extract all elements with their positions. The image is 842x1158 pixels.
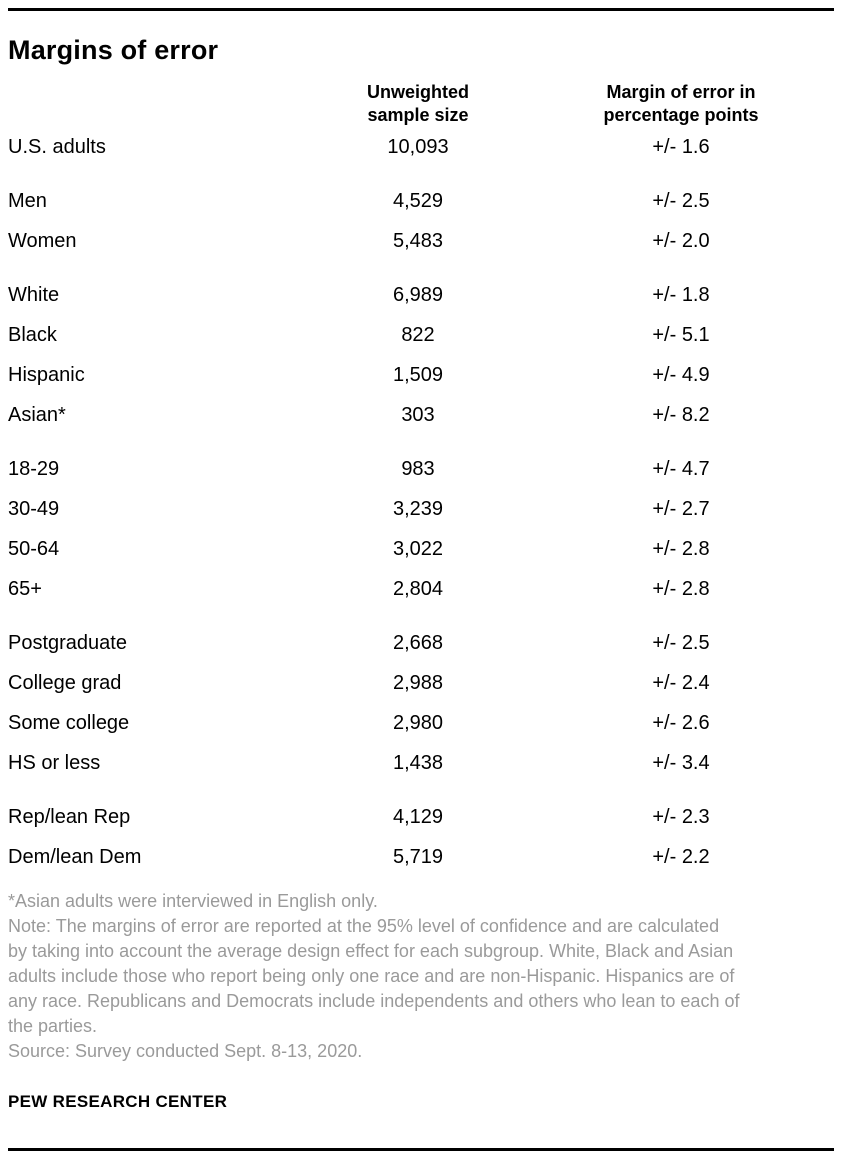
row-label: Women: [8, 229, 77, 252]
notes-block: *Asian adults were interviewed in Englis…: [8, 889, 834, 1064]
asterisk-footnote: *Asian adults were interviewed in Englis…: [8, 891, 378, 911]
margin-of-error-value: +/- 2.8: [652, 577, 710, 600]
sample-size-value: 5,719: [392, 845, 444, 868]
note-line: any race. Republicans and Democrats incl…: [8, 991, 740, 1011]
table-row: Hispanic 1,509 +/- 4.9: [8, 355, 834, 395]
table-row: Men 4,529 +/- 2.5: [8, 181, 834, 221]
sample-size-value: 10,093: [387, 135, 449, 158]
row-label: U.S. adults: [8, 135, 106, 158]
note-line: adults include those who report being on…: [8, 966, 735, 986]
table-row: 65+ 2,804 +/- 2.8: [8, 569, 834, 609]
margin-of-error-value: +/- 2.5: [652, 631, 710, 654]
sample-size-value: 2,980: [392, 711, 444, 734]
sample-size-value: 1,438: [392, 751, 444, 774]
table-row: Postgraduate 2,668 +/- 2.5: [8, 623, 834, 663]
row-label: College grad: [8, 671, 122, 694]
sample-size-value: 822: [401, 323, 435, 346]
page-title: Margins of error: [8, 35, 219, 65]
row-label: Black: [8, 323, 57, 346]
margin-of-error-value: +/- 1.6: [652, 135, 710, 158]
row-label: Dem/lean Dem: [8, 845, 142, 868]
row-label: Rep/lean Rep: [8, 805, 131, 828]
row-label: 30-49: [8, 497, 60, 520]
table-body: U.S. adults 10,093 +/- 1.6 Men 4,529 +/- 2.5 W…: [8, 127, 834, 877]
sample-size-value: 1,509: [392, 363, 444, 386]
margin-of-error-value: +/- 2.7: [652, 497, 710, 520]
table-row: 50-64 3,022 +/- 2.8: [8, 529, 834, 569]
column-header-margin-of-error: Margin of error in percentage points: [528, 81, 834, 127]
sample-size-value: 5,483: [392, 229, 444, 252]
table-row: 18-29 983 +/- 4.7: [8, 449, 834, 489]
margin-of-error-value: +/- 4.7: [652, 457, 710, 480]
table-row: Rep/lean Rep 4,129 +/- 2.3: [8, 797, 834, 837]
column-header-sample-size-label: Unweighted sample size: [367, 82, 469, 125]
table-row: U.S. adults 10,093 +/- 1.6: [8, 127, 834, 167]
table-header-row: Unweighted sample size Margin of error i…: [8, 81, 834, 127]
row-label: Asian*: [8, 403, 66, 426]
column-header-margin-of-error-label: Margin of error in percentage points: [603, 82, 759, 125]
row-label: White: [8, 283, 60, 306]
table-row: HS or less 1,438 +/- 3.4: [8, 743, 834, 783]
margin-of-error-value: +/- 2.2: [652, 845, 710, 868]
bottom-rule: [8, 1148, 834, 1151]
table-group: 18-29 983 +/- 4.7 30-49 3,239 +/- 2.7 50-64 3,0…: [8, 449, 834, 609]
row-label: 18-29: [8, 457, 60, 480]
margin-of-error-value: +/- 2.6: [652, 711, 710, 734]
footer-brand: PEW RESEARCH CENTER: [8, 1092, 228, 1111]
table-group: Men 4,529 +/- 2.5 Women 5,483 +/- 2.0: [8, 181, 834, 261]
margin-of-error-value: +/- 2.5: [652, 189, 710, 212]
note-line: by taking into account the average desig…: [8, 941, 734, 961]
sample-size-value: 983: [401, 457, 435, 480]
table-row: Women 5,483 +/- 2.0: [8, 221, 834, 261]
row-label: Hispanic: [8, 363, 85, 386]
note-line: the parties.: [8, 1016, 98, 1036]
sample-size-value: 2,988: [392, 671, 444, 694]
sample-size-value: 3,022: [392, 537, 444, 560]
table-row: Dem/lean Dem 5,719 +/- 2.2: [8, 837, 834, 877]
margin-of-error-value: +/- 8.2: [652, 403, 710, 426]
sample-size-value: 4,129: [392, 805, 444, 828]
row-label: HS or less: [8, 751, 101, 774]
sample-size-value: 2,668: [392, 631, 444, 654]
table-row: College grad 2,988 +/- 2.4: [8, 663, 834, 703]
sample-size-value: 6,989: [392, 283, 444, 306]
margin-of-error-value: +/- 2.4: [652, 671, 710, 694]
table-group: Rep/lean Rep 4,129 +/- 2.3 Dem/lean Dem 5,71…: [8, 797, 834, 877]
table-group: Postgraduate 2,668 +/- 2.5 College grad 2,98…: [8, 623, 834, 783]
source-line: Source: Survey conducted Sept. 8-13, 202…: [8, 1041, 363, 1061]
top-rule: [8, 8, 834, 11]
note-line: Note: The margins of error are reported …: [8, 916, 720, 936]
table-row: Asian* 303 +/- 8.2: [8, 395, 834, 435]
margin-of-error-value: +/- 3.4: [652, 751, 710, 774]
margin-of-error-value: +/- 5.1: [652, 323, 710, 346]
row-label: 65+: [8, 577, 42, 600]
column-header-sample-size: Unweighted sample size: [308, 81, 528, 127]
row-label: Some college: [8, 711, 130, 734]
table-row: 30-49 3,239 +/- 2.7: [8, 489, 834, 529]
sample-size-value: 4,529: [392, 189, 444, 212]
sample-size-value: 303: [401, 403, 435, 426]
note-text: Note: The margins of error are reported …: [8, 914, 834, 1039]
margin-of-error-value: +/- 2.8: [652, 537, 710, 560]
margin-of-error-value: +/- 4.9: [652, 363, 710, 386]
margin-of-error-value: +/- 1.8: [652, 283, 710, 306]
sample-size-value: 2,804: [392, 577, 444, 600]
row-label: 50-64: [8, 537, 60, 560]
table-row: White 6,989 +/- 1.8: [8, 275, 834, 315]
margin-of-error-value: +/- 2.0: [652, 229, 710, 252]
table-row: Black 822 +/- 5.1: [8, 315, 834, 355]
row-label: Men: [8, 189, 47, 212]
margin-of-error-value: +/- 2.3: [652, 805, 710, 828]
table-row: Some college 2,980 +/- 2.6: [8, 703, 834, 743]
table-group: White 6,989 +/- 1.8 Black 822 +/- 5.1 Hispanic…: [8, 275, 834, 435]
table-group: U.S. adults 10,093 +/- 1.6: [8, 127, 834, 167]
sample-size-value: 3,239: [392, 497, 444, 520]
row-label: Postgraduate: [8, 631, 127, 654]
